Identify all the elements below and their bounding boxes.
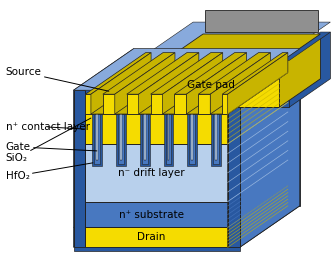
Text: Gate pad: Gate pad [187,80,235,90]
Polygon shape [85,102,288,144]
Polygon shape [85,227,228,247]
Polygon shape [240,49,300,247]
Polygon shape [142,114,148,164]
Polygon shape [198,94,210,114]
Polygon shape [85,94,91,114]
Polygon shape [139,53,199,114]
Polygon shape [103,94,115,114]
Polygon shape [213,114,219,164]
Polygon shape [73,247,240,251]
Polygon shape [152,50,289,60]
Polygon shape [215,114,217,160]
Polygon shape [228,73,288,144]
Polygon shape [162,34,321,62]
Polygon shape [151,94,162,114]
Polygon shape [222,94,228,114]
Polygon shape [162,62,279,107]
Polygon shape [228,102,288,202]
Polygon shape [165,114,172,164]
Text: n⁺ substrate: n⁺ substrate [119,210,184,220]
Polygon shape [210,53,270,114]
Polygon shape [189,114,195,164]
Text: SiO₂: SiO₂ [6,118,91,163]
Polygon shape [187,114,197,166]
Text: Gate: Gate [6,142,97,152]
Polygon shape [289,32,330,107]
Polygon shape [279,60,289,107]
Text: Drain: Drain [137,232,166,242]
Polygon shape [279,34,321,107]
Polygon shape [228,186,288,247]
Polygon shape [85,73,288,114]
Polygon shape [175,94,186,114]
Polygon shape [127,53,199,94]
Polygon shape [240,49,300,247]
Polygon shape [186,53,247,114]
Polygon shape [127,94,139,114]
Polygon shape [73,49,300,90]
Polygon shape [151,53,223,94]
Polygon shape [162,53,223,114]
Polygon shape [228,90,240,247]
Polygon shape [175,53,247,94]
Polygon shape [96,114,98,160]
Polygon shape [85,144,228,202]
Text: Source: Source [6,67,109,91]
Polygon shape [211,114,221,166]
Polygon shape [191,114,193,160]
Polygon shape [116,114,126,166]
Text: n⁻ drift layer: n⁻ drift layer [118,168,185,178]
Polygon shape [134,49,300,206]
Polygon shape [85,186,288,227]
Polygon shape [91,53,151,114]
Polygon shape [118,114,124,164]
Polygon shape [85,53,151,94]
Polygon shape [73,90,85,247]
Polygon shape [198,53,270,94]
Polygon shape [152,22,330,50]
Polygon shape [115,53,175,114]
Polygon shape [94,114,100,164]
Polygon shape [120,114,122,160]
Polygon shape [92,114,102,166]
Polygon shape [140,114,150,166]
Polygon shape [163,114,174,166]
Polygon shape [103,53,175,94]
Text: n⁺ contact layer: n⁺ contact layer [6,122,90,132]
Polygon shape [279,32,330,60]
Polygon shape [168,114,170,160]
Polygon shape [222,53,288,94]
Polygon shape [73,186,300,227]
Polygon shape [73,49,134,247]
Polygon shape [228,160,288,227]
Polygon shape [205,10,319,32]
Polygon shape [228,53,288,114]
Polygon shape [85,202,228,227]
Text: HfO₂: HfO₂ [6,163,93,181]
Polygon shape [85,114,228,144]
Polygon shape [152,60,162,107]
Polygon shape [85,160,288,202]
Polygon shape [144,114,146,160]
